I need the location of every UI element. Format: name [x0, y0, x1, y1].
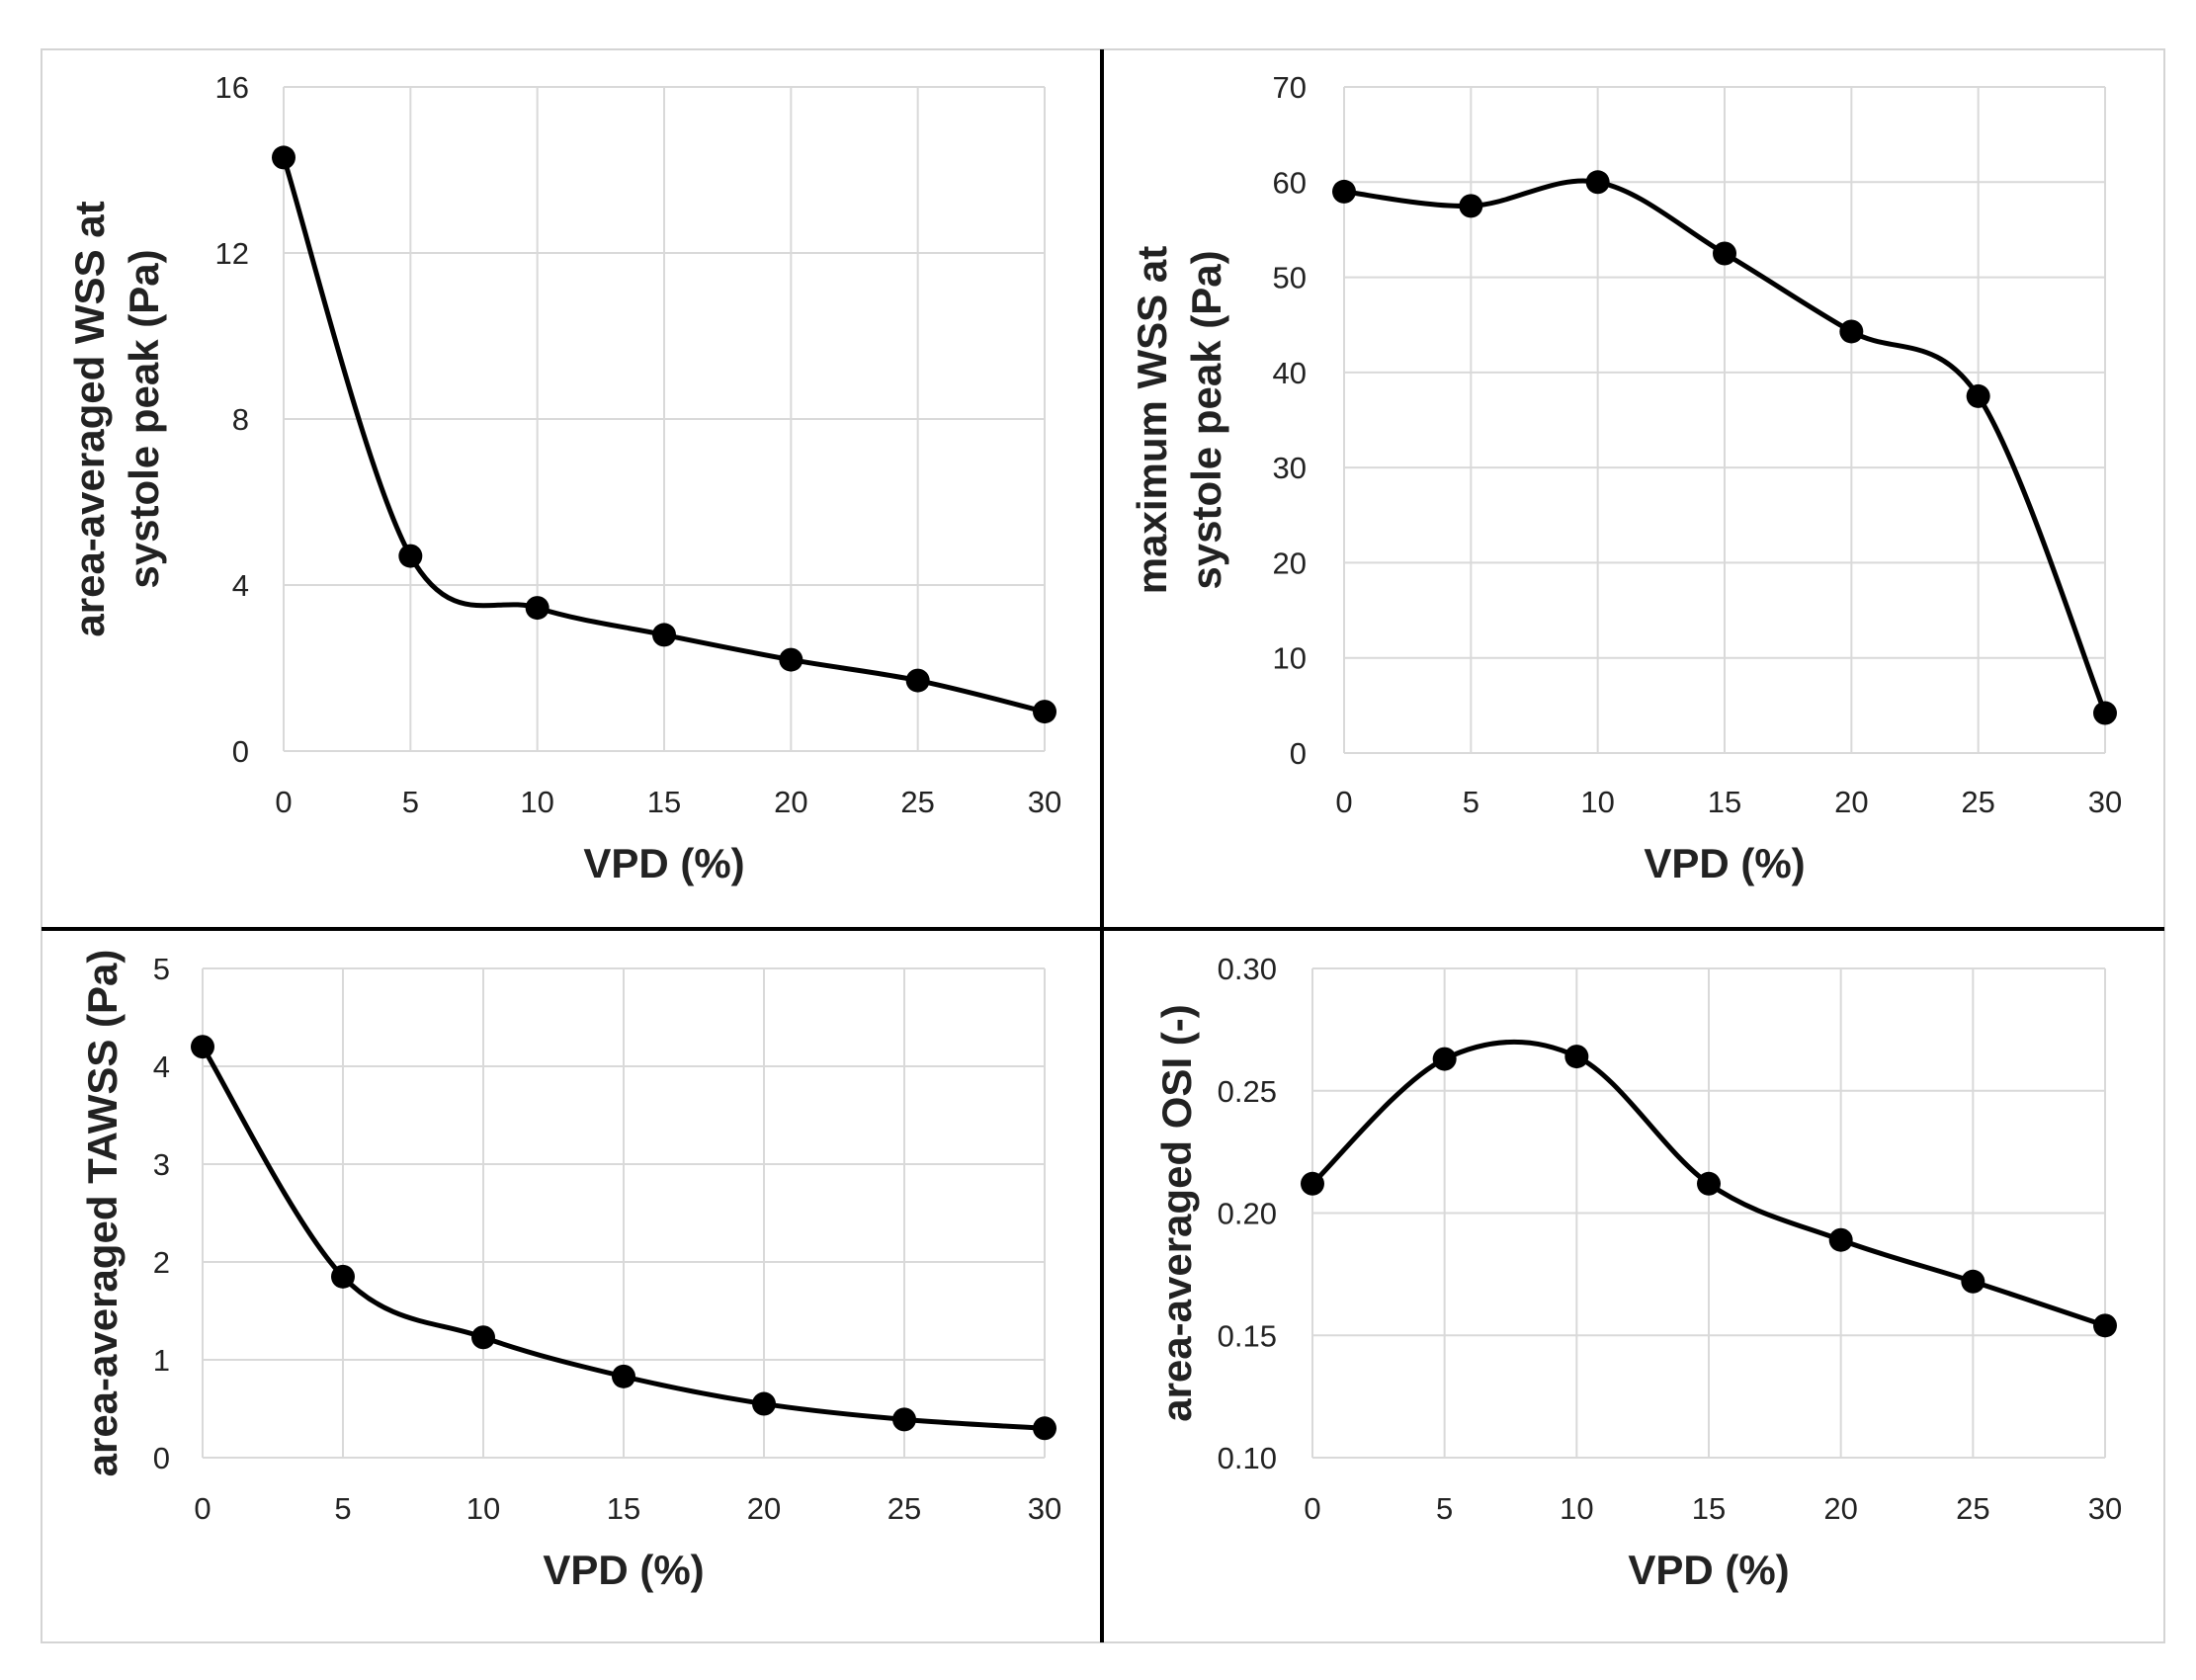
y-tick-label: 0 [1290, 736, 1307, 771]
x-tick-label: 10 [1580, 785, 1614, 819]
x-tick-label: 20 [1823, 1491, 1857, 1526]
x-axis-title: VPD (%) [583, 840, 744, 886]
x-tick-label: 25 [900, 785, 934, 819]
data-point [1033, 700, 1056, 724]
x-tick-label: 10 [520, 785, 553, 819]
data-point [1585, 170, 1610, 195]
y-tick-label: 60 [1273, 165, 1307, 200]
x-tick-label: 10 [1560, 1491, 1593, 1526]
y-tick-label: 0.15 [1218, 1318, 1277, 1353]
x-axis-title: VPD (%) [1644, 840, 1805, 886]
x-tick-label: 20 [1834, 785, 1868, 819]
data-point [191, 1035, 214, 1059]
x-tick-label: 15 [607, 1491, 640, 1526]
y-tick-label: 8 [232, 402, 249, 437]
x-tick-label: 0 [1304, 1491, 1320, 1526]
data-point [2093, 701, 2117, 725]
data-point [1332, 179, 1356, 204]
data-point [779, 647, 803, 672]
chart-area-averaged-osi: 0 5 10 15 20 25 30 0.10 0.15 0.20 0.25 0.30 VPD (%) a… [1153, 952, 2122, 1593]
data-point [1432, 1047, 1457, 1071]
y-tick-label: 4 [232, 568, 249, 603]
x-tick-label: 25 [887, 1491, 921, 1526]
data-point [1828, 1227, 1853, 1252]
y-tick-label: 30 [1273, 451, 1307, 485]
x-tick-label: 30 [1028, 785, 1061, 819]
x-tick-label: 30 [2088, 785, 2122, 819]
x-tick-label: 5 [334, 1491, 351, 1526]
y-tick-label: 0.10 [1218, 1441, 1277, 1475]
data-point [1966, 383, 1990, 408]
x-tick-label: 15 [647, 785, 681, 819]
data-point [1033, 1416, 1056, 1441]
y-tick-label: 0.20 [1218, 1197, 1277, 1231]
y-tick-label: 3 [153, 1147, 170, 1182]
data-point [398, 544, 423, 568]
x-tick-label: 30 [1028, 1491, 1061, 1526]
data-point [1961, 1269, 1985, 1294]
x-tick-label: 15 [1708, 785, 1741, 819]
x-tick-label: 20 [747, 1491, 781, 1526]
data-point [905, 668, 930, 693]
y-axis-title: maximum WSS at [1129, 246, 1175, 594]
chart-area-averaged-tawss: 0 5 10 15 20 25 30 0 1 2 3 4 5 VPD (%) area-averaged T… [79, 950, 1061, 1593]
y-axis-title: area-averaged OSI (-) [1153, 1004, 1200, 1422]
y-tick-label: 50 [1273, 261, 1307, 295]
data-point [1459, 194, 1483, 218]
y-tick-label: 1 [153, 1343, 170, 1378]
y-tick-label: 16 [215, 70, 249, 105]
data-point [471, 1325, 495, 1350]
x-tick-label: 25 [1961, 785, 1994, 819]
x-tick-label: 30 [2088, 1491, 2122, 1526]
data-point [1839, 319, 1864, 344]
chart-maximum-wss: 0 5 10 15 20 25 30 0 10 20 30 40 50 60 70 VPD (%) maximu… [1129, 70, 2122, 886]
x-tick-label: 0 [1335, 785, 1352, 819]
y-axis-title: systole peak (Pa) [1183, 250, 1229, 589]
x-tick-label: 5 [1463, 785, 1479, 819]
y-tick-label: 5 [153, 952, 170, 986]
y-tick-label: 12 [215, 236, 249, 271]
x-tick-label: 20 [774, 785, 807, 819]
x-tick-label: 15 [1692, 1491, 1726, 1526]
data-point [272, 145, 296, 170]
data-point [612, 1364, 635, 1388]
y-tick-label: 20 [1273, 546, 1307, 580]
data-point [892, 1407, 916, 1432]
y-tick-label: 2 [153, 1245, 170, 1280]
y-axis-title: area-averaged WSS at [66, 201, 113, 636]
y-axis-title: area-averaged TAWSS (Pa) [79, 950, 126, 1477]
y-axis-title: systole peak (Pa) [121, 249, 167, 588]
data-point [1564, 1045, 1589, 1069]
y-tick-label: 0.25 [1218, 1074, 1277, 1109]
y-tick-label: 0 [232, 734, 249, 769]
x-tick-label: 10 [466, 1491, 500, 1526]
data-point [525, 596, 549, 621]
x-axis-title: VPD (%) [543, 1547, 704, 1593]
y-tick-label: 10 [1273, 641, 1307, 676]
data-point [652, 623, 676, 647]
y-tick-label: 70 [1273, 70, 1307, 105]
data-point [331, 1264, 355, 1289]
data-point [1301, 1171, 1324, 1196]
x-axis-title: VPD (%) [1628, 1547, 1789, 1593]
data-point [2093, 1313, 2117, 1338]
x-tick-label: 5 [1436, 1491, 1453, 1526]
y-tick-label: 4 [153, 1050, 170, 1084]
x-tick-label: 0 [194, 1491, 211, 1526]
data-point [1713, 241, 1736, 266]
y-tick-label: 0.30 [1218, 952, 1277, 986]
x-tick-label: 5 [402, 785, 419, 819]
data-point [752, 1391, 776, 1416]
y-tick-label: 0 [153, 1441, 170, 1475]
data-point [1697, 1171, 1721, 1196]
x-tick-label: 0 [275, 785, 292, 819]
x-tick-label: 25 [1956, 1491, 1989, 1526]
chart-area-averaged-wss: 0 5 10 15 20 25 30 0 4 8 12 16 VPD (%) area-averaged … [66, 70, 1061, 886]
y-tick-label: 40 [1273, 356, 1307, 390]
